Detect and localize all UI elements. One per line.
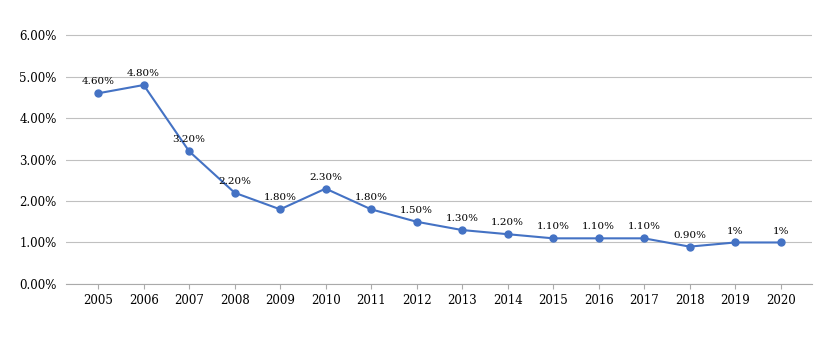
Text: 1.80%: 1.80% (354, 193, 388, 202)
Net Impaired Loan (456, 228, 466, 232)
Text: 1.80%: 1.80% (263, 193, 296, 202)
Text: 1.10%: 1.10% (536, 222, 569, 232)
Net Impaired Loan (138, 83, 148, 87)
Text: 0.90%: 0.90% (672, 231, 705, 240)
Net Impaired Loan (502, 232, 512, 236)
Net Impaired Loan (412, 219, 421, 224)
Text: 1.50%: 1.50% (400, 206, 432, 215)
Net Impaired Loan (275, 207, 285, 211)
Net Impaired Loan (638, 236, 648, 241)
Net Impaired Loan (775, 240, 785, 245)
Line: Net Impaired Loan: Net Impaired Loan (94, 82, 783, 250)
Net Impaired Loan (320, 186, 330, 191)
Text: 1%: 1% (726, 226, 743, 236)
Net Impaired Loan (593, 236, 603, 241)
Net Impaired Loan (684, 245, 694, 249)
Net Impaired Loan (184, 149, 194, 154)
Net Impaired Loan (93, 91, 103, 95)
Text: 2.30%: 2.30% (309, 173, 342, 182)
Text: 1.30%: 1.30% (445, 214, 478, 223)
Text: 4.60%: 4.60% (82, 78, 114, 86)
Text: 1.10%: 1.10% (627, 222, 660, 232)
Net Impaired Loan (547, 236, 557, 241)
Net Impaired Loan (366, 207, 376, 211)
Text: 3.20%: 3.20% (172, 135, 205, 145)
Text: 1%: 1% (772, 226, 788, 236)
Text: 2.20%: 2.20% (218, 177, 251, 186)
Net Impaired Loan (729, 240, 739, 245)
Text: 1.20%: 1.20% (490, 218, 523, 227)
Text: 1.10%: 1.10% (581, 222, 614, 232)
Text: 4.80%: 4.80% (127, 69, 160, 78)
Net Impaired Loan (229, 191, 239, 195)
